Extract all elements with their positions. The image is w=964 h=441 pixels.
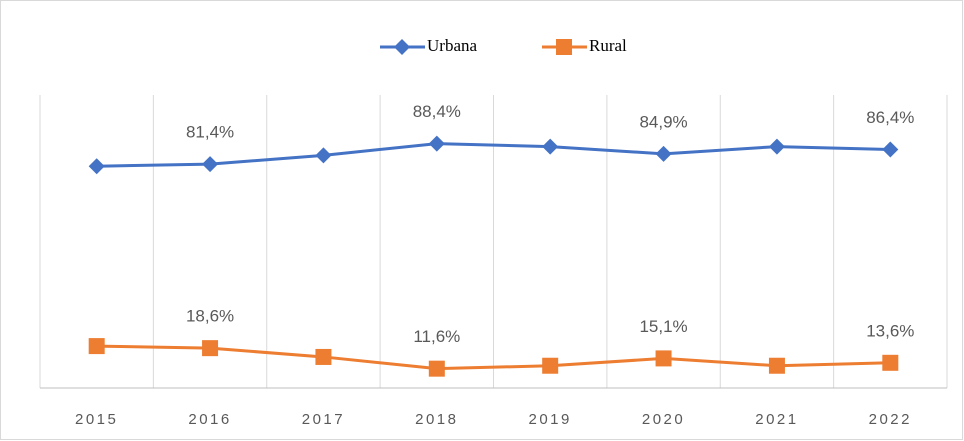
- data-point: [542, 138, 559, 155]
- data-point: [315, 147, 332, 164]
- series-line: [96, 344, 891, 371]
- data-point: [882, 141, 899, 158]
- data-point: [768, 357, 785, 374]
- legend-label: Urbana: [427, 36, 477, 55]
- data-label: 81,4%: [186, 123, 234, 142]
- data-point: [88, 158, 105, 175]
- series-line: [96, 142, 891, 168]
- data-label: 84,9%: [639, 112, 687, 131]
- data-label: 13,6%: [866, 321, 914, 340]
- x-tick-label: 2016: [188, 411, 231, 428]
- x-tick-label: 2019: [529, 411, 572, 428]
- data-label: 11,6%: [413, 327, 460, 346]
- data-label: 86,4%: [866, 108, 914, 127]
- legend-label: Rural: [589, 36, 627, 55]
- data-point: [655, 145, 672, 162]
- x-tick-label: 2018: [415, 411, 458, 428]
- legend-marker: [394, 39, 410, 55]
- data-point: [315, 348, 332, 365]
- data-point: [202, 156, 219, 173]
- data-label: 88,4%: [413, 102, 461, 121]
- data-point: [428, 135, 445, 152]
- x-tick-label: 2015: [75, 411, 118, 428]
- data-point: [88, 338, 105, 355]
- data-point: [428, 360, 445, 377]
- data-point: [768, 138, 785, 155]
- data-label: 18,6%: [186, 307, 234, 326]
- data-point: [882, 354, 899, 371]
- legend-marker: [556, 39, 572, 55]
- data-label: 15,1%: [639, 317, 687, 336]
- x-tick-label: 2022: [869, 411, 912, 428]
- data-point: [542, 357, 559, 374]
- x-tick-label: 2021: [755, 411, 798, 428]
- data-point: [655, 350, 672, 367]
- x-tick-label: 2020: [642, 411, 685, 428]
- x-tick-label: 2017: [302, 411, 345, 428]
- data-point: [202, 340, 219, 357]
